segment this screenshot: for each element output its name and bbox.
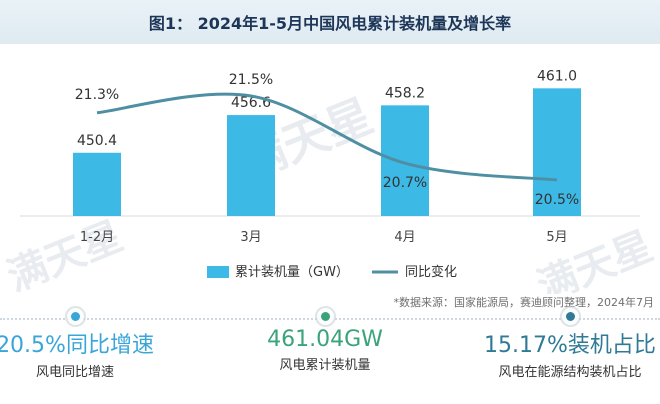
legend: 累计装机量（GW） 同比变化 [207, 264, 457, 280]
kpi-capacity: 461.04GW 风电累计装机量 [245, 312, 405, 404]
bar-value-label: 450.4 [77, 133, 117, 149]
kpi-growth-value: 20.5%同比增速 [0, 333, 154, 358]
divider [0, 318, 660, 320]
watermark: 满天星 [1, 213, 129, 294]
bar-value-label: 458.2 [385, 85, 425, 101]
kpi-share-value: 15.17%装机占比 [484, 333, 656, 358]
growth-line [96, 92, 558, 182]
line-value-label: 20.5% [535, 192, 579, 208]
kpi-share-dot [565, 312, 575, 321]
x-tick-label: 4月 [394, 230, 415, 245]
x-tick-label: 1-2月 [80, 230, 114, 245]
kpi-growth-label: 风电同比增速 [35, 365, 114, 380]
bar [533, 88, 581, 216]
legend-line-label: 同比变化 [405, 264, 457, 280]
title-bar: 图1： 2024年1-5月中国风电累计装机量及增长率 [0, 0, 660, 44]
bar [227, 115, 275, 216]
line-value-label: 20.7% [383, 175, 427, 191]
line-value-label: 21.3% [75, 87, 119, 103]
chart-title: 图1： 2024年1-5月中国风电累计装机量及增长率 [148, 14, 512, 33]
kpi-capacity-value: 461.04GW [267, 327, 383, 352]
legend-bar-swatch [207, 266, 229, 278]
x-tick-label: 3月 [240, 230, 261, 245]
x-tick-label: 5月 [546, 230, 567, 245]
line-value-label: 21.5% [229, 72, 273, 88]
bar [381, 105, 429, 216]
source-note: *数据来源：国家能源局，赛迪顾问整理，2024年7月 [393, 296, 655, 309]
kpi-capacity-dot [320, 312, 330, 321]
kpi-growth-dot [70, 312, 80, 321]
kpi-share-label: 风电在能源结构装机占比 [498, 365, 642, 380]
legend-bar-label: 累计装机量（GW） [235, 265, 349, 280]
bar-value-label: 461.0 [537, 68, 577, 84]
kpi-share: 15.17%装机占比 风电在能源结构装机占比 [480, 312, 660, 404]
bar [73, 152, 121, 216]
kpi-growth: 20.5%同比增速 风电同比增速 [0, 312, 154, 404]
kpi-capacity-label: 风电累计装机量 [279, 358, 371, 373]
